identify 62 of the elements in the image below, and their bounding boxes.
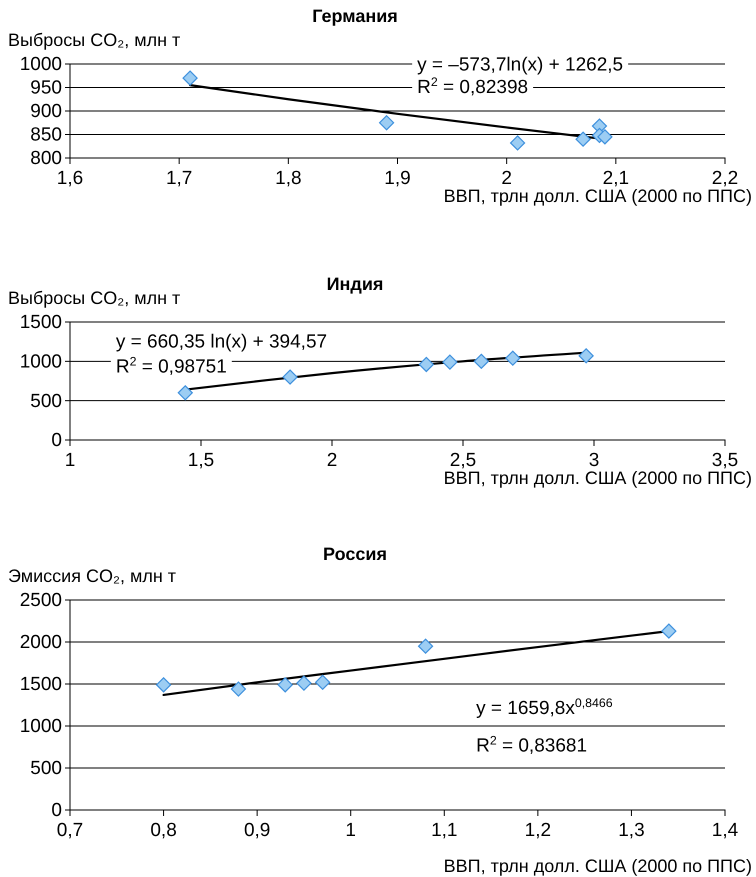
y-tick-label: 1000: [20, 351, 62, 372]
x-tick-label: 1: [64, 450, 76, 472]
x-tick-label: 0,8: [150, 820, 177, 842]
point: [418, 356, 434, 372]
chart-title: Германия: [312, 6, 398, 26]
y-tick-label: 2000: [20, 632, 62, 654]
y-tick-label: 950: [30, 78, 62, 99]
y-axis-title: Выбросы CO₂, млн т: [8, 30, 180, 50]
y-tick-label: 0: [51, 430, 62, 452]
point: [182, 70, 198, 86]
x-tick-label: 1,8: [275, 168, 302, 190]
point: [661, 623, 676, 639]
y-tick-label: 1000: [20, 54, 62, 76]
chart-title: Россия: [323, 544, 387, 564]
x-tick-label: 1: [345, 820, 356, 842]
x-tick-label: 0,7: [56, 820, 84, 842]
y-tick-label: 900: [30, 101, 62, 122]
point: [418, 638, 434, 654]
point: [282, 369, 298, 385]
annotation: R$^{2}$ = 0,82398: [417, 75, 528, 98]
y-tick-label: 1500: [20, 312, 62, 334]
point: [315, 674, 330, 690]
point: [597, 129, 613, 144]
point: [278, 677, 293, 692]
x-tick-label: 1,6: [56, 168, 84, 190]
point: [178, 385, 193, 400]
y-tick-label: 850: [30, 124, 62, 146]
x-tick-label: 1,9: [384, 168, 411, 190]
x-tick-label: 0,9: [244, 820, 270, 842]
point: [474, 354, 489, 369]
y-tick-label: 1000: [20, 716, 62, 738]
annotation: R$^{2}$ = 0,83681: [476, 734, 588, 757]
annotation: R$^{2}$ = 0,98751: [116, 354, 227, 378]
x-tick-label: 1,3: [618, 820, 645, 842]
annotation: y = 1659,8x$^{0,8466}$: [476, 696, 613, 719]
y-tick-label: 500: [30, 390, 62, 412]
y-axis-title: Эмиссия CO₂, млн т: [8, 566, 176, 586]
point: [378, 115, 394, 130]
chart-title: Индия: [326, 274, 384, 294]
annotation: y = –573,7ln(x) + 1262,5: [417, 54, 624, 76]
point: [156, 677, 172, 692]
y-tick-label: 800: [30, 148, 62, 170]
y-axis-title: Выбросы CO₂, млн т: [8, 288, 180, 308]
point: [442, 354, 458, 370]
y-tick-label: 2500: [20, 590, 62, 612]
x-tick-label: 1,2: [524, 820, 552, 842]
point: [230, 681, 246, 697]
y-tick-label: 1500: [20, 674, 62, 696]
point: [575, 132, 591, 147]
x-tick-label: 2: [326, 450, 338, 472]
x-tick-label: 1,4: [712, 820, 739, 842]
annotation: y = 660,35 ln(x) + 394,57: [116, 332, 328, 353]
point: [578, 348, 594, 364]
x-tick-label: 1,1: [431, 820, 458, 842]
point: [296, 676, 312, 691]
x-tick-label: 1,5: [188, 450, 214, 472]
y-tick-label: 0: [51, 800, 62, 822]
point: [510, 135, 526, 151]
point: [505, 350, 520, 366]
x-axis-title: ВВП, трлн долл. США (2000 по ППС): [444, 856, 752, 876]
x-tick-label: 1,7: [166, 168, 192, 190]
y-tick-label: 500: [30, 758, 62, 780]
